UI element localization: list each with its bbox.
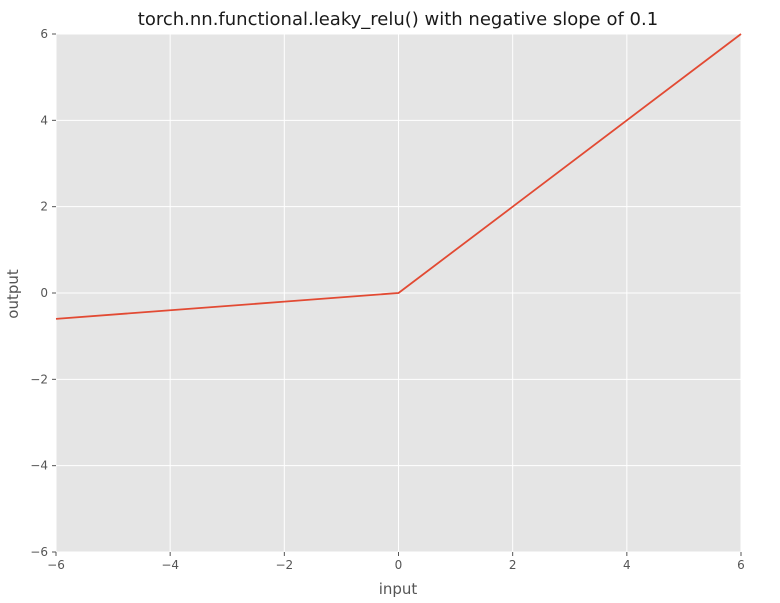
series-line [55,33,742,320]
y-tick-label: −6 [30,545,48,559]
y-tick-label: 0 [40,286,48,300]
y-tick-label: −4 [30,459,48,473]
x-tick-label: −4 [161,558,179,572]
x-tick-label: −6 [47,558,65,572]
x-tick-label: −2 [275,558,293,572]
y-tick-label: 6 [40,27,48,41]
x-tick-label: 0 [395,558,403,572]
y-axis-label: output [4,269,22,319]
y-axis-ticks: −6 −4 −2 0 2 4 6 [30,27,56,559]
x-axis-ticks: −6 −4 −2 0 2 4 6 [47,552,745,572]
chart-title: torch.nn.functional.leaky_relu() with ne… [138,9,658,30]
x-tick-label: 6 [737,558,745,572]
y-tick-label: 4 [40,113,48,127]
y-tick-label: −2 [30,372,48,386]
x-tick-label: 4 [623,558,631,572]
y-tick-label: 2 [40,200,48,214]
series-layer [55,33,742,320]
x-axis-label: input [379,580,418,598]
x-tick-label: 2 [509,558,517,572]
